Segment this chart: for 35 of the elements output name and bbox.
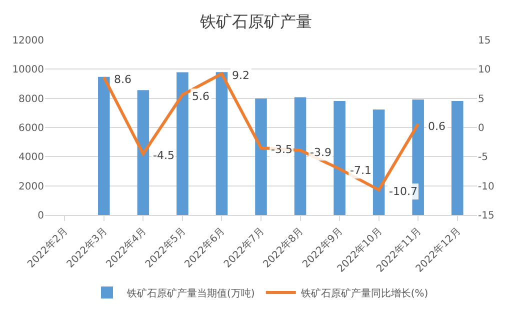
y2-tick-label: -10 — [478, 181, 494, 192]
data-label: -3.9 — [310, 146, 332, 159]
bar — [216, 72, 228, 215]
y2-tick-label: -15 — [478, 210, 494, 222]
data-label: 0.6 — [428, 120, 446, 133]
data-label: -10.7 — [389, 185, 418, 198]
bar — [294, 97, 306, 215]
y2-tick-label: -5 — [478, 152, 488, 164]
legend-label: 铁矿石原矿产量同比增长(%) — [300, 287, 428, 300]
bar — [137, 90, 150, 215]
data-label: 8.6 — [114, 73, 132, 86]
y2-tick-label: 5 — [478, 94, 484, 105]
y-tick-label: 0 — [38, 210, 44, 222]
y2-tick-label: 10 — [478, 64, 491, 76]
y-tick-label: 6000 — [18, 123, 44, 134]
y2-tick-label: 0 — [478, 123, 484, 134]
data-label: -3.5 — [271, 143, 292, 156]
bar — [372, 110, 385, 215]
data-label: 9.2 — [232, 69, 250, 82]
data-label: 5.6 — [192, 90, 210, 103]
y-tick-label: 12000 — [12, 36, 44, 46]
data-label: -7.1 — [350, 164, 372, 177]
bar — [176, 72, 188, 215]
y-tick-label: 8000 — [18, 94, 44, 105]
y2-tick-label: 15 — [478, 36, 491, 46]
bar — [334, 100, 346, 215]
legend-label: 铁矿石原矿产量当期值(万吨) — [126, 287, 255, 300]
bar — [451, 100, 464, 215]
y-tick-label: 4000 — [18, 152, 44, 164]
y-tick-label: 2000 — [18, 181, 44, 192]
y-tick-label: 10000 — [12, 64, 44, 76]
chart-title: 铁矿石原矿产量 — [199, 12, 312, 32]
bar — [255, 98, 267, 215]
bar — [98, 76, 110, 215]
data-label: -4.5 — [153, 149, 174, 162]
